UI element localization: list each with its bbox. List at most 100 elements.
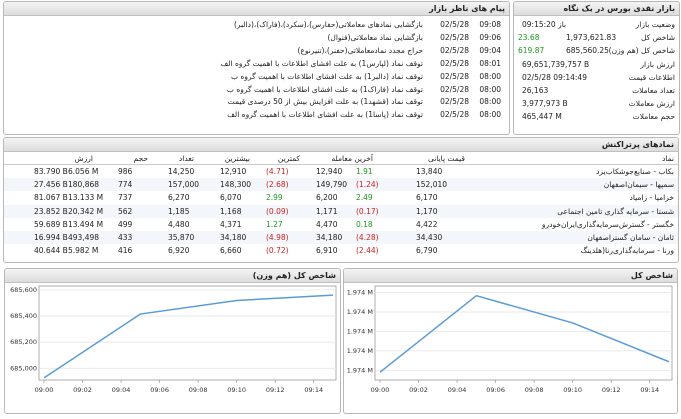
panel-title: نمادهای پرتراکنش bbox=[4, 138, 678, 152]
cell: 4,470 bbox=[316, 219, 338, 229]
cell: 433 bbox=[118, 233, 133, 242]
x-tick-label: 09:12 bbox=[602, 386, 621, 394]
cell: 149,790 bbox=[316, 180, 348, 190]
cell: 6,270 bbox=[168, 193, 190, 203]
x-tick-label: 09:14 bbox=[304, 386, 323, 394]
cell-change: 2.49 bbox=[356, 193, 373, 203]
cell-name: شستا - سرمایه گذاری تامین اجتماعی bbox=[557, 206, 674, 216]
msg-date: 02/5/28 bbox=[440, 110, 469, 120]
row-label: حجم معاملات bbox=[632, 112, 675, 122]
cell: 83.790 B bbox=[34, 167, 68, 176]
cell-name: سمپها - سیمان‌اصفهان bbox=[603, 180, 674, 190]
row-value: 02/5/28 09:14:49 bbox=[522, 72, 587, 82]
cell: 986 bbox=[118, 167, 133, 176]
row-label: شاخص کل (هم وزن) bbox=[608, 46, 675, 56]
msg-text: توقف نماد (دالبر1) به علت افشای اطلاعات … bbox=[231, 71, 423, 81]
panel-title: بازار نقدی بورس در یک نگاه bbox=[514, 2, 679, 16]
row-bg bbox=[4, 231, 678, 244]
cell: 6,910 bbox=[316, 246, 338, 256]
cell: 6,660 bbox=[220, 246, 242, 256]
cell-change: (4.28) bbox=[356, 233, 379, 242]
x-tick-label: 09:06 bbox=[150, 386, 169, 394]
chart-panel: شاخص کل (هم وزن) 685,000 685,200 685,400 685… bbox=[4, 268, 341, 414]
table-panel: نمادهای پرتراکنش نماد قیمت پایانی آخرین معا… bbox=[3, 137, 679, 263]
cell: 562 bbox=[118, 206, 133, 216]
cell: 1,170 bbox=[416, 206, 438, 216]
x-tick-label: 09:08 bbox=[525, 386, 544, 394]
cell: 34,180 bbox=[316, 233, 343, 242]
msg-time: 08:00 bbox=[479, 84, 501, 94]
msg-time: 09:08 bbox=[479, 20, 501, 29]
cell-change: 1.27 bbox=[266, 219, 283, 229]
cell: 27.456 B bbox=[34, 180, 68, 190]
cell: 6.056 M bbox=[68, 167, 99, 176]
msg-time: 08:01 bbox=[479, 58, 501, 68]
cell: 12,910 bbox=[220, 167, 247, 176]
chart: 1.974 M 1.974 M 1.974 M 1.974 M 1.974 M 09:00… bbox=[347, 285, 673, 394]
y-tick-label: 685,200 bbox=[10, 338, 37, 346]
cell: 157,000 bbox=[168, 180, 200, 190]
msg-date: 02/5/28 bbox=[440, 20, 469, 29]
msg-date: 02/5/28 bbox=[440, 58, 469, 68]
cell: 35,870 bbox=[168, 233, 195, 242]
msg-date: 02/5/28 bbox=[440, 45, 469, 55]
x-tick-label: 09:00 bbox=[35, 386, 54, 394]
cell-change: 0.18 bbox=[356, 219, 373, 229]
cell: 774 bbox=[118, 180, 133, 190]
cell: 4,480 bbox=[168, 219, 190, 229]
cell: 81.067 B bbox=[34, 193, 68, 203]
panel-title: شاخص کل bbox=[344, 269, 677, 283]
msg-time: 08:00 bbox=[479, 110, 501, 120]
series-line bbox=[43, 294, 334, 379]
panel-title: شاخص کل (هم وزن) bbox=[5, 269, 340, 283]
column-header: حجم bbox=[133, 154, 148, 163]
y-tick-label: 1.974 M bbox=[347, 308, 373, 316]
row-value: 465,447 M bbox=[522, 112, 562, 122]
x-tick-label: 09:06 bbox=[486, 386, 505, 394]
cell: 1,185 bbox=[168, 206, 190, 216]
cell: 180,868 bbox=[68, 180, 100, 190]
x-tick-label: 09:14 bbox=[640, 386, 659, 394]
row-bg bbox=[4, 178, 678, 192]
column-header: نماد bbox=[661, 154, 674, 163]
cell: 4,371 bbox=[220, 219, 242, 229]
cell: 6,790 bbox=[416, 246, 438, 256]
cell-name: خزامیا - زامیاد bbox=[629, 193, 674, 203]
cell-change: (1.24) bbox=[356, 180, 379, 190]
cell-change: (2.44) bbox=[356, 246, 379, 256]
row-label: ارزش بازار bbox=[640, 59, 675, 69]
cell: 5.982 M bbox=[68, 246, 99, 256]
cell: 6,170 bbox=[416, 193, 438, 203]
cell: 6,070 bbox=[220, 193, 242, 203]
chart-panel: شاخص کل 1.974 M 1.974 M 1.974 M 1.974 M 1.974… bbox=[343, 268, 678, 414]
cell: 148,300 bbox=[220, 180, 252, 190]
row-value: 1,973,621.83 bbox=[566, 33, 617, 43]
cell-change: (4.71) bbox=[266, 167, 289, 176]
row-change: 619.87 bbox=[518, 46, 545, 56]
msg-date: 02/5/28 bbox=[440, 97, 469, 107]
x-tick-label: 09:08 bbox=[189, 386, 208, 394]
x-tick-label: 09:04 bbox=[448, 386, 467, 394]
row-value: 3,977,973 B bbox=[522, 99, 568, 109]
msg-text: توقف نماد (پاسا1) به علت افشای اطلاعات ب… bbox=[227, 110, 423, 120]
row-label: تعداد معاملات bbox=[632, 86, 675, 95]
cell: 1,168 bbox=[220, 206, 242, 216]
msg-text: بازگشایی نماد معاملاتی(فنوال) bbox=[327, 32, 423, 42]
cell-change: 2.99 bbox=[266, 193, 283, 203]
row-label: اطلاعات قیمت bbox=[628, 72, 675, 82]
y-tick-label: 1.974 M bbox=[347, 327, 373, 335]
row-value: 26,163 bbox=[522, 86, 549, 95]
x-tick-label: 09:04 bbox=[112, 386, 131, 394]
msg-time: 08:00 bbox=[479, 97, 501, 107]
row-label: وضعیت بازار bbox=[635, 20, 675, 29]
msg-time: 08:00 bbox=[479, 71, 501, 81]
market-panel: بازار نقدی بورس در یک نگاه وضعیت بازار باز… bbox=[513, 1, 680, 135]
x-tick-label: 09:00 bbox=[371, 386, 390, 394]
msg-text: بازگشایی نمادهای معاملاتی(حفارس)،(سکرد)،… bbox=[233, 20, 423, 29]
msg-date: 02/5/28 bbox=[440, 32, 469, 42]
cell-name: بکاب - صنایع‌جوشکاب‌یزد bbox=[596, 167, 674, 176]
cell-change: (4.98) bbox=[266, 233, 289, 242]
row-value: 685,560.25 bbox=[566, 46, 609, 56]
header-rule bbox=[4, 164, 678, 165]
